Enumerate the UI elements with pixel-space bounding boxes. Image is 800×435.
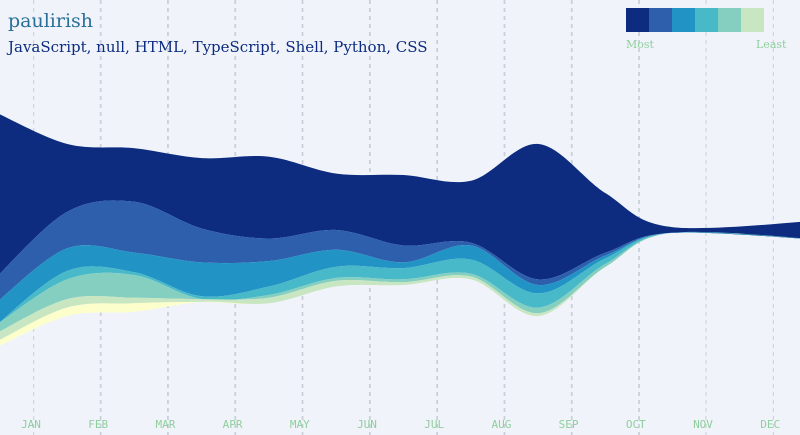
stream-band-typescript	[0, 232, 800, 323]
month-label-dec: DEC	[760, 418, 780, 431]
x-axis: JAN FEB MAR APR MAY JUN JUL AUG SEP OCT NOV DEC	[21, 418, 780, 431]
month-label-oct: OCT	[626, 418, 646, 431]
month-label-aug: AUG	[491, 418, 511, 431]
month-label-jun: JUN	[357, 418, 377, 431]
color-legend	[626, 8, 764, 32]
month-label-jan: JAN	[21, 418, 41, 431]
legend-swatch-1	[649, 8, 672, 32]
chart-subtitle: JavaScript, null, HTML, TypeScript, Shel…	[8, 38, 428, 56]
month-label-mar: MAR	[155, 418, 175, 431]
month-label-jul: JUL	[424, 418, 444, 431]
month-label-sep: SEP	[559, 418, 579, 431]
legend-swatch-5	[741, 8, 764, 32]
stream-band-javascript	[0, 114, 800, 280]
stream-band-html	[0, 232, 800, 323]
stream-layer	[0, 114, 800, 346]
month-label-apr: APR	[223, 418, 243, 431]
month-label-feb: FEB	[88, 418, 108, 431]
legend-most-label: Most	[626, 38, 654, 51]
stream-band-null	[0, 200, 800, 300]
stream-band-shell	[0, 231, 800, 332]
legend-least-label: Least	[756, 38, 787, 51]
legend-swatch-3	[695, 8, 718, 32]
month-label-nov: NOV	[693, 418, 713, 431]
month-label-may: MAY	[290, 418, 310, 431]
legend-swatch-0	[626, 8, 649, 32]
legend-swatch-4	[718, 8, 741, 32]
chart-title: paulirish	[8, 10, 94, 32]
legend-swatch-2	[672, 8, 695, 32]
